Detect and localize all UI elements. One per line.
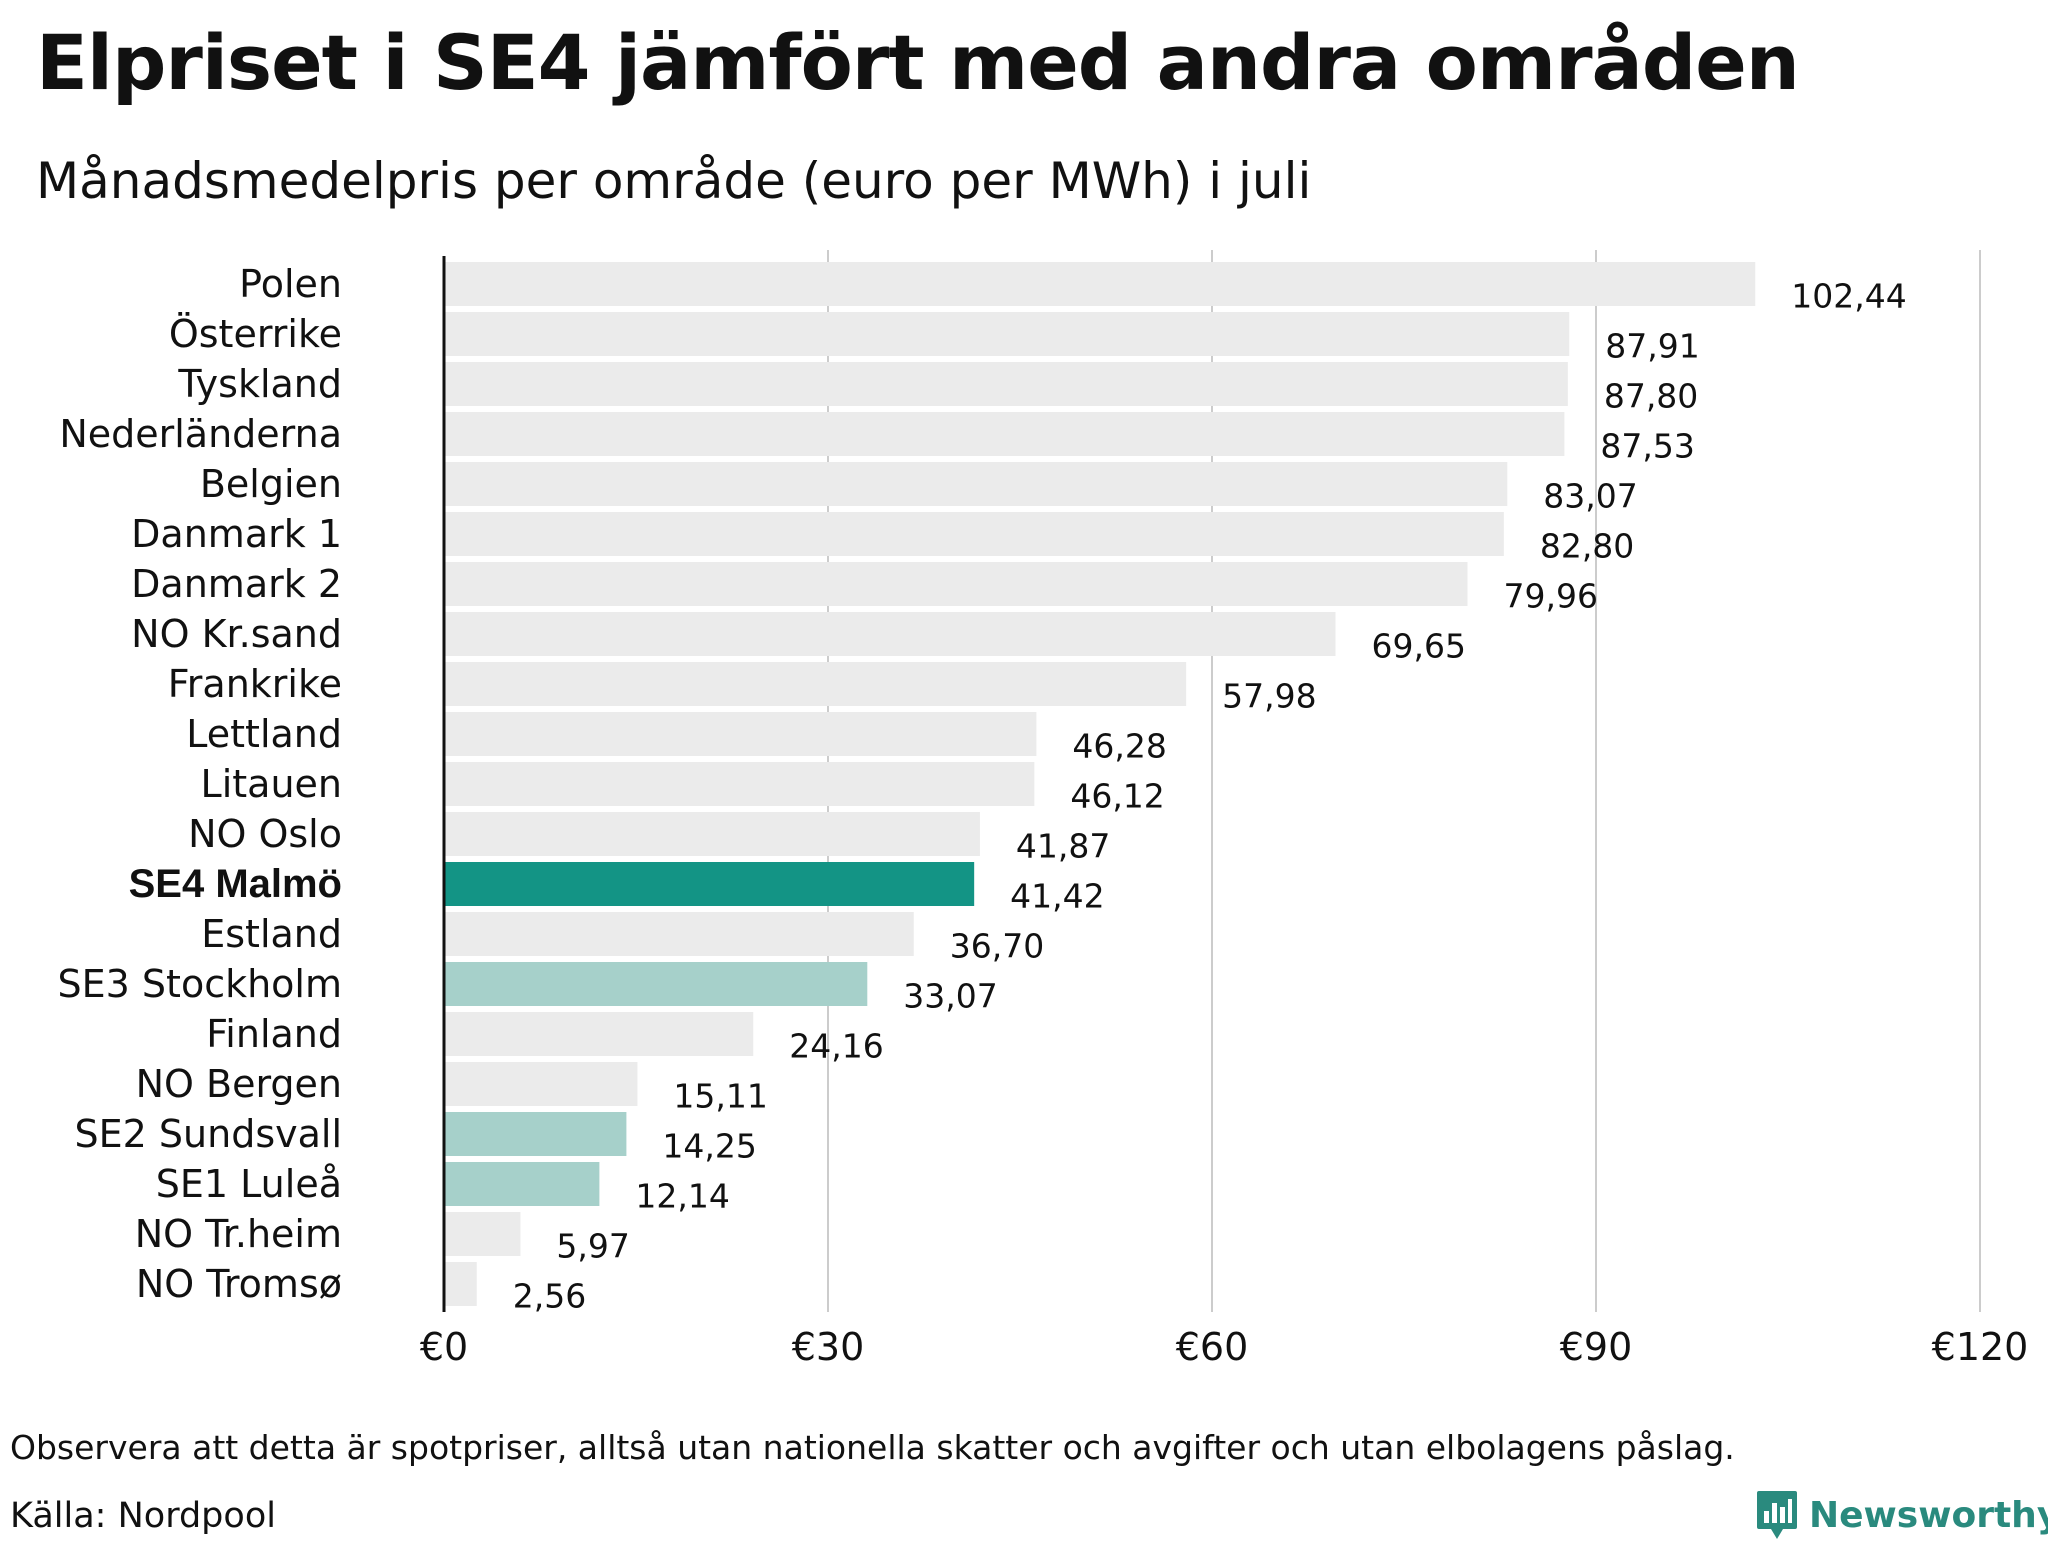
value-label: 5,97 [556, 1227, 629, 1266]
x-tick-label: €30 [792, 1325, 865, 1369]
brand-name: Newsworthy [1809, 1494, 2048, 1536]
bar [444, 912, 914, 956]
x-axis-ticks: €0 €30 €60 €90 €120 [420, 1325, 2029, 1369]
footnote: Observera att detta är spotpriser, allts… [10, 1428, 1735, 1467]
value-label: 87,80 [1604, 377, 1698, 416]
category-label: Danmark 2 [131, 562, 342, 606]
x-tick-label: €120 [1932, 1325, 2029, 1369]
category-label: NO Tr.heim [135, 1212, 342, 1256]
bar [444, 412, 1565, 456]
value-label: 46,12 [1070, 777, 1164, 816]
value-label: 79,96 [1503, 577, 1597, 616]
bar-chart: Polen Österrike Tyskland Nederländerna Belgi… [58, 250, 2029, 1369]
bar [444, 962, 868, 1006]
source-credit: Källa: Nordpool [10, 1496, 276, 1536]
value-label: 102,44 [1791, 277, 1906, 316]
bar [444, 1212, 521, 1256]
category-label: Danmark 1 [131, 512, 342, 556]
value-label: 15,11 [673, 1077, 767, 1116]
bar [444, 812, 980, 856]
newsworthy-logo-icon [1757, 1491, 1797, 1539]
bar [444, 1262, 477, 1306]
bar [444, 1162, 600, 1206]
value-label: 14,25 [662, 1127, 756, 1166]
value-label: 69,65 [1372, 627, 1466, 666]
category-label: NO Oslo [188, 812, 342, 856]
category-label: NO Kr.sand [131, 612, 342, 656]
value-label: 41,42 [1010, 877, 1104, 916]
category-label: Belgien [200, 462, 342, 506]
category-label: Litauen [201, 762, 342, 806]
bar [444, 562, 1468, 606]
bar [444, 462, 1508, 506]
bar [444, 862, 975, 906]
category-label: SE3 Stockholm [58, 962, 342, 1006]
category-label: SE2 Sundsvall [75, 1112, 342, 1156]
value-label: 82,80 [1540, 527, 1634, 566]
value-label: 57,98 [1222, 677, 1316, 716]
category-label: SE4 Malmö [129, 862, 342, 906]
bar [444, 1012, 754, 1056]
category-label: SE1 Luleå [156, 1162, 342, 1206]
chart-title: Elpriset i SE4 jämfört med andra områden [36, 18, 1800, 107]
category-label: Tyskland [177, 362, 342, 406]
value-label: 87,53 [1600, 427, 1694, 466]
value-label: 2,56 [513, 1277, 586, 1316]
value-label: 83,07 [1543, 477, 1637, 516]
value-label: 41,87 [1016, 827, 1110, 866]
category-label: Polen [239, 262, 342, 306]
category-label: Nederländerna [59, 412, 342, 456]
newsworthy-brand[interactable]: Newsworthy [1755, 1488, 2048, 1542]
bar [444, 512, 1504, 556]
category-labels: Polen Österrike Tyskland Nederländerna Belgi… [58, 262, 342, 1306]
bar [444, 1062, 638, 1106]
bar [444, 262, 1756, 306]
bar [444, 362, 1568, 406]
bars [444, 262, 1756, 1306]
value-label: 12,14 [635, 1177, 729, 1216]
chart-subtitle: Månadsmedelpris per område (euro per MWh… [36, 152, 1312, 210]
bar [444, 662, 1187, 706]
category-label: Finland [206, 1012, 342, 1056]
bar [444, 762, 1035, 806]
category-label: Lettland [186, 712, 342, 756]
value-label: 24,16 [789, 1027, 883, 1066]
x-tick-label: €0 [420, 1325, 468, 1369]
bar [444, 312, 1570, 356]
bar [444, 612, 1336, 656]
x-tick-label: €90 [1560, 1325, 1633, 1369]
category-label: Frankrike [168, 662, 342, 706]
value-label: 87,91 [1605, 327, 1699, 366]
x-tick-label: €60 [1176, 1325, 1249, 1369]
category-label: NO Bergen [136, 1062, 342, 1106]
value-label: 36,70 [950, 927, 1044, 966]
category-label: NO Tromsø [136, 1262, 342, 1306]
value-label: 33,07 [903, 977, 997, 1016]
bar [444, 1112, 627, 1156]
bar [444, 712, 1037, 756]
category-label: Österrike [169, 312, 342, 356]
category-label: Estland [201, 912, 342, 956]
value-labels: 102,44 87,91 87,80 87,53 83,07 82,80 79,96 69,6… [513, 277, 1907, 1316]
value-label: 46,28 [1072, 727, 1166, 766]
